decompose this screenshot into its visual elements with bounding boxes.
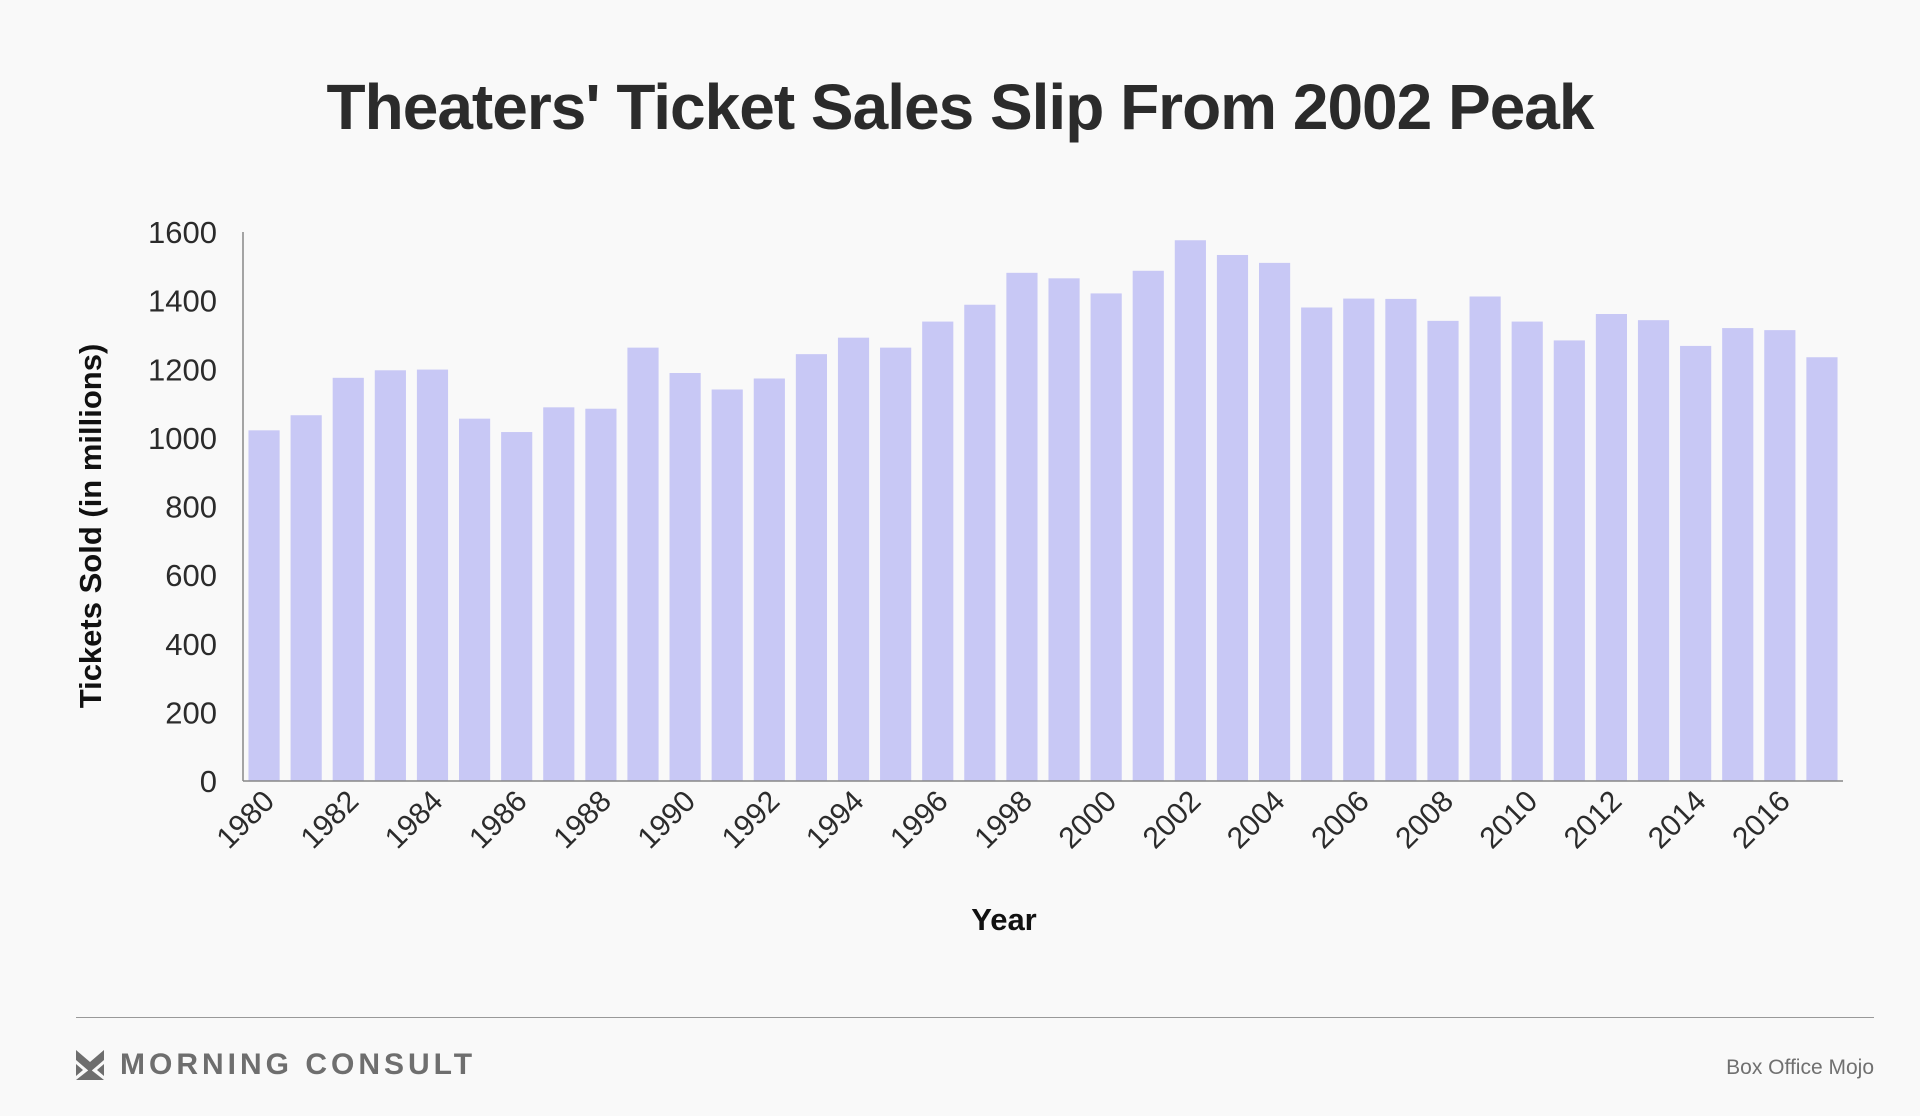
- bar-1989: [627, 347, 659, 781]
- x-tick-label: 1996: [884, 785, 955, 856]
- y-tick-labels: 0 200 400 600 800 1000 1200 1400 1600: [148, 215, 217, 799]
- bar-1985: [459, 418, 491, 781]
- bar-1986: [501, 432, 533, 781]
- x-tick-label: 2004: [1221, 785, 1292, 856]
- bar-2007: [1385, 298, 1417, 781]
- morning-consult-logo: MORNING CONSULT: [76, 1048, 476, 1082]
- x-tick-label: 2000: [1053, 785, 1124, 856]
- y-tick-label: 0: [200, 764, 217, 799]
- x-tick-labels: 1980 1982 1984 1986 1988 1990 1992 1994 1996 1998…: [210, 785, 1796, 856]
- y-tick-label: 1600: [148, 215, 217, 250]
- x-tick-label: 2002: [1137, 785, 1208, 856]
- bar-1984: [416, 369, 449, 781]
- logo-m-icon: [76, 1050, 104, 1080]
- y-tick-label: 600: [165, 558, 217, 593]
- bar-2017: [1806, 357, 1838, 781]
- bars-group: [248, 240, 1838, 782]
- x-tick-label: 1980: [210, 785, 281, 856]
- x-tick-label: 1982: [295, 785, 366, 856]
- bar-2000: [1090, 293, 1122, 781]
- bar-2001: [1132, 270, 1164, 781]
- chart-title: Theaters' Ticket Sales Slip From 2002 Pe…: [326, 71, 1595, 143]
- x-tick-label: 2014: [1642, 785, 1713, 856]
- y-tick-label: 400: [165, 627, 217, 662]
- bar-2006: [1343, 298, 1375, 781]
- bar-2004: [1259, 262, 1291, 781]
- x-tick-label: 2016: [1726, 785, 1797, 856]
- x-tick-label: 1998: [968, 785, 1039, 856]
- x-tick-label: 2010: [1474, 785, 1545, 856]
- y-tick-label: 200: [165, 695, 217, 730]
- bar-1990: [669, 373, 701, 781]
- bar-1994: [837, 337, 870, 781]
- x-tick-label: 2006: [1305, 785, 1376, 856]
- y-tick-label: 1200: [148, 352, 217, 387]
- bar-1988: [585, 408, 617, 781]
- bar-2013: [1637, 320, 1670, 781]
- brand-name: MORNING CONSULT: [120, 1048, 477, 1081]
- y-tick-label: 800: [165, 490, 217, 525]
- x-tick-label: 1988: [547, 785, 618, 856]
- bar-1999: [1048, 278, 1080, 781]
- bar-1998: [1006, 272, 1038, 781]
- axes-group: [242, 232, 1843, 782]
- x-tick-label: 1992: [716, 785, 787, 856]
- bar-2008: [1427, 320, 1459, 781]
- bar-2016: [1764, 330, 1796, 781]
- bar-1997: [964, 304, 996, 781]
- y-tick-label: 1400: [148, 284, 217, 319]
- x-tick-label: 1986: [463, 785, 534, 856]
- bar-2015: [1722, 328, 1754, 781]
- bar-1981: [290, 415, 322, 781]
- bar-1980: [248, 430, 280, 781]
- bar-2002: [1174, 240, 1206, 782]
- x-tick-label: 1994: [800, 785, 871, 856]
- x-tick-label: 2008: [1389, 785, 1460, 856]
- footer-divider: [76, 1017, 1874, 1018]
- bar-1987: [543, 407, 575, 781]
- bar-2005: [1301, 307, 1333, 781]
- y-tick-label: 1000: [148, 421, 217, 456]
- bar-2014: [1680, 345, 1712, 781]
- bar-2009: [1469, 296, 1501, 781]
- bar-2011: [1553, 340, 1585, 781]
- bar-2012: [1595, 314, 1627, 781]
- bar-1992: [753, 378, 785, 781]
- bar-1995: [880, 347, 912, 781]
- bar-1993: [795, 354, 827, 781]
- y-axis-label: Tickets Sold (in millions): [73, 344, 108, 709]
- x-tick-label: 1984: [379, 785, 450, 856]
- bar-1996: [922, 321, 954, 781]
- bar-1983: [374, 370, 406, 781]
- source-credit: Box Office Mojo: [1726, 1056, 1874, 1079]
- bar-2010: [1511, 321, 1543, 781]
- bar-1991: [711, 389, 743, 781]
- bar-1982: [332, 377, 364, 781]
- x-tick-label: 2012: [1558, 785, 1629, 856]
- x-tick-label: 1990: [632, 785, 703, 856]
- bar-2003: [1216, 254, 1249, 782]
- x-axis-label: Year: [971, 902, 1037, 937]
